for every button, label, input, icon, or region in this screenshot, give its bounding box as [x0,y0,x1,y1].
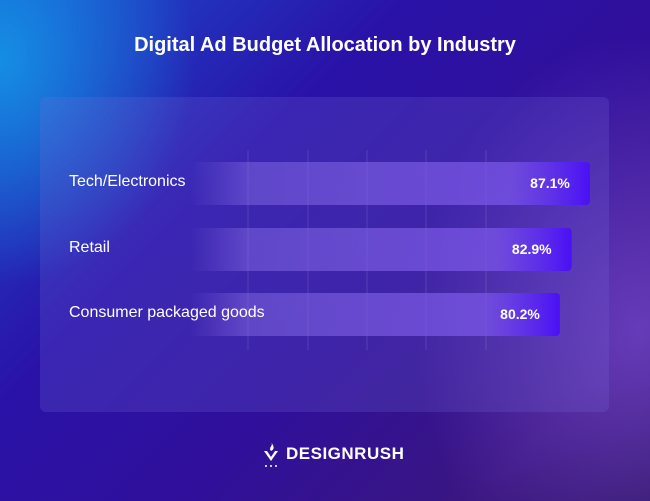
bar [190,293,560,336]
category-label: Consumer packaged goods [69,304,265,321]
designrush-logo: DESIGNRUSH [262,440,404,468]
flame-logo-icon [264,442,278,467]
category-label: Retail [69,239,110,256]
category-label: Tech/Electronics [69,173,186,190]
chart-title: Digital Ad Budget Allocation by Industry [134,34,516,56]
value-label: 80.2% [500,306,540,322]
brand-name: DESIGNRUSH [286,444,405,463]
bar [190,162,590,205]
bar [190,228,572,271]
value-label: 87.1% [530,175,570,191]
value-label: 82.9% [511,241,552,257]
